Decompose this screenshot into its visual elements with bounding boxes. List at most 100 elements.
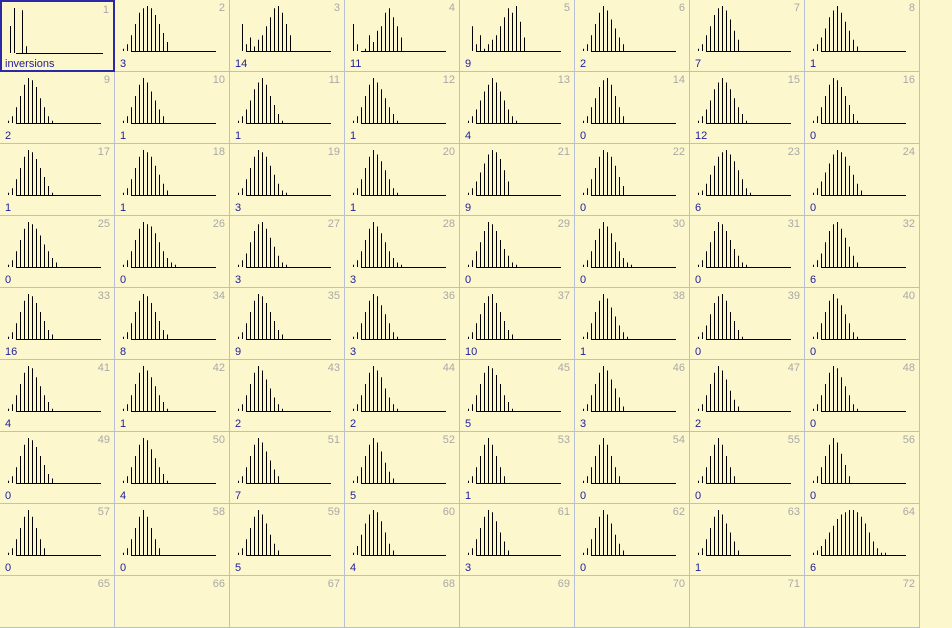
histogram-chart <box>238 510 331 556</box>
histogram-cell[interactable]: 49 0 <box>0 432 115 504</box>
histogram-cell[interactable]: 51 7 <box>230 432 345 504</box>
histogram-cell[interactable]: 57 0 <box>0 504 115 576</box>
histogram-cell[interactable]: 25 0 <box>0 216 115 288</box>
cell-value-label: 4 <box>120 490 127 502</box>
histogram-chart <box>698 438 791 484</box>
histogram-cell[interactable]: 42 1 <box>115 360 230 432</box>
histogram-chart <box>813 438 906 484</box>
cell-index: 23 <box>787 146 800 158</box>
cell-index: 67 <box>327 578 340 590</box>
cell-index: 55 <box>787 434 800 446</box>
histogram-chart <box>353 222 446 268</box>
histogram-cell[interactable]: 11 1 <box>230 72 345 144</box>
cell-index: 42 <box>212 362 225 374</box>
histogram-cell[interactable]: 43 2 <box>230 360 345 432</box>
histogram-cell[interactable]: 27 3 <box>230 216 345 288</box>
cell-index: 52 <box>442 434 455 446</box>
histogram-cell[interactable]: 12 1 <box>345 72 460 144</box>
histogram-cell[interactable]: 58 0 <box>115 504 230 576</box>
histogram-cell[interactable]: 53 1 <box>460 432 575 504</box>
histogram-cell[interactable]: 62 0 <box>575 504 690 576</box>
histogram-cell[interactable]: 14 0 <box>575 72 690 144</box>
cell-value-label: 1 <box>5 202 12 214</box>
cell-index: 31 <box>787 218 800 230</box>
cell-index: 15 <box>787 74 800 86</box>
histogram-cell[interactable]: 36 3 <box>345 288 460 360</box>
histogram-cell[interactable]: 4 11 <box>345 0 460 72</box>
histogram-cell[interactable]: 30 0 <box>575 216 690 288</box>
cell-index: 48 <box>902 362 915 374</box>
histogram-cell[interactable]: 40 0 <box>805 288 920 360</box>
histogram-cell[interactable]: 21 9 <box>460 144 575 216</box>
histogram-chart <box>583 366 676 412</box>
histogram-cell[interactable]: 16 0 <box>805 72 920 144</box>
histogram-cell[interactable]: 46 3 <box>575 360 690 432</box>
histogram-cell[interactable]: 20 1 <box>345 144 460 216</box>
histogram-cell[interactable]: 18 1 <box>115 144 230 216</box>
cell-index: 26 <box>212 218 225 230</box>
cell-index: 35 <box>327 290 340 302</box>
histogram-cell[interactable]: 52 5 <box>345 432 460 504</box>
histogram-cell[interactable]: 35 9 <box>230 288 345 360</box>
histogram-cell[interactable]: 65 <box>0 576 115 628</box>
histogram-cell[interactable]: 69 <box>460 576 575 628</box>
histogram-cell[interactable]: 47 2 <box>690 360 805 432</box>
histogram-cell[interactable]: 24 0 <box>805 144 920 216</box>
histogram-cell[interactable]: 60 4 <box>345 504 460 576</box>
histogram-cell[interactable]: 70 <box>575 576 690 628</box>
histogram-cell[interactable]: 45 5 <box>460 360 575 432</box>
histogram-cell[interactable]: 3 14 <box>230 0 345 72</box>
cell-index: 57 <box>97 506 110 518</box>
histogram-cell[interactable]: 33 16 <box>0 288 115 360</box>
histogram-cell[interactable]: 39 0 <box>690 288 805 360</box>
histogram-cell[interactable]: 10 1 <box>115 72 230 144</box>
histogram-cell[interactable]: 13 4 <box>460 72 575 144</box>
histogram-cell[interactable]: 71 <box>690 576 805 628</box>
histogram-cell[interactable]: 59 5 <box>230 504 345 576</box>
cell-value-label: 0 <box>695 274 702 286</box>
histogram-cell[interactable]: 29 0 <box>460 216 575 288</box>
histogram-chart <box>353 294 446 340</box>
cell-value-label: 5 <box>465 418 472 430</box>
histogram-cell[interactable]: 55 0 <box>690 432 805 504</box>
cell-index: 6 <box>678 2 685 14</box>
histogram-cell[interactable]: 38 1 <box>575 288 690 360</box>
histogram-cell[interactable]: 32 6 <box>805 216 920 288</box>
histogram-cell[interactable]: 66 <box>115 576 230 628</box>
histogram-cell[interactable]: 48 0 <box>805 360 920 432</box>
histogram-cell[interactable]: 72 <box>805 576 920 628</box>
histogram-cell[interactable]: 44 2 <box>345 360 460 432</box>
histogram-cell[interactable]: 17 1 <box>0 144 115 216</box>
histogram-cell[interactable]: 68 <box>345 576 460 628</box>
histogram-cell[interactable]: 34 8 <box>115 288 230 360</box>
histogram-cell[interactable]: 54 0 <box>575 432 690 504</box>
histogram-cell[interactable]: 28 3 <box>345 216 460 288</box>
histogram-cell[interactable]: 19 3 <box>230 144 345 216</box>
histogram-cell[interactable]: 63 1 <box>690 504 805 576</box>
histogram-cell[interactable]: 1 inversions <box>0 0 115 72</box>
cell-value-label: 0 <box>810 130 817 142</box>
histogram-cell[interactable]: 50 4 <box>115 432 230 504</box>
histogram-cell[interactable]: 41 4 <box>0 360 115 432</box>
cell-value-label: 9 <box>465 58 472 70</box>
histogram-cell[interactable]: 22 0 <box>575 144 690 216</box>
histogram-cell[interactable]: 67 <box>230 576 345 628</box>
histogram-cell[interactable]: 23 6 <box>690 144 805 216</box>
histogram-cell[interactable]: 64 6 <box>805 504 920 576</box>
histogram-chart <box>813 510 906 556</box>
histogram-chart <box>583 510 676 556</box>
histogram-chart <box>472 6 561 52</box>
histogram-cell[interactable]: 56 0 <box>805 432 920 504</box>
histogram-chart <box>238 150 331 196</box>
histogram-cell[interactable]: 31 0 <box>690 216 805 288</box>
histogram-cell[interactable]: 26 0 <box>115 216 230 288</box>
histogram-cell[interactable]: 61 3 <box>460 504 575 576</box>
histogram-cell[interactable]: 15 12 <box>690 72 805 144</box>
histogram-cell[interactable]: 37 10 <box>460 288 575 360</box>
